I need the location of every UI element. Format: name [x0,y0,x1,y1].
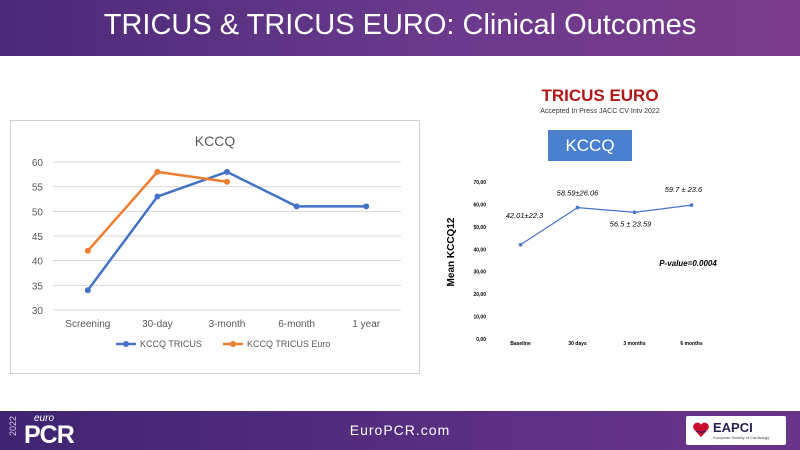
y-tick-label: 30,00 [473,270,486,276]
eapci-subtitle: European Society of Cardiology [713,435,770,440]
data-point [632,210,637,215]
y-tick-label: 20,00 [473,292,486,298]
data-point [518,242,523,247]
y-tick-label: 10,00 [473,315,486,321]
kccq-tricus-chart: KCCQ 30 35 40 45 50 55 60 Screening 30-day 3-mon… [10,120,420,374]
y-tick-label: 50,00 [473,225,486,231]
kccq-tricus-chart-svg: KCCQ 30 35 40 45 50 55 60 Screening 30-day 3-mon… [32,133,401,349]
eapci-logo: EAPCI European Society of Cardiology [686,416,786,445]
slide-footer: 2022 euro PCR EuroPCR.com EAPCI European… [0,411,800,450]
y-tick-label: 45 [32,232,44,243]
data-label: 42.01±22.3 [506,211,544,220]
x-tick-label: 30 days [568,341,587,347]
y-tick-label: 70,00 [473,180,486,186]
kccq-tricus-euro-chart: Mean KCCQ12 0,00 10,00 20,00 30,00 40,00 50,0… [440,172,730,362]
y-tick-label: 40,00 [473,247,486,253]
data-label: 59.7 ± 23.6 [665,185,703,194]
right-y-axis-label: Mean KCCQ12 [446,217,457,286]
y-tick-label: 60 [32,158,44,169]
kccq-label-box: KCCQ [548,130,632,161]
data-point [84,287,91,294]
right-chart-citation: Accepted In Press JACC CV Intv 2022 [540,108,660,115]
logo-pcr-text: PCR [24,421,75,449]
x-tick-label: 1 year [352,319,380,330]
y-tick-label: 40 [32,257,44,268]
europcr-logo: 2022 euro PCR [8,413,98,449]
slide-title: TRICUS & TRICUS EURO: Clinical Outcomes [103,9,697,41]
slide-header: TRICUS & TRICUS EURO: Clinical Outcomes [0,0,800,56]
footer-url[interactable]: EuroPCR.com [349,422,451,438]
x-tick-label: 3 months [623,341,645,347]
x-tick-label: Baseline [510,341,531,347]
x-tick-label: Screening [65,319,110,330]
eapci-name: EAPCI [713,420,753,435]
legend-marker [123,341,129,347]
data-point [224,178,230,185]
data-point [224,168,230,175]
heart-icon [693,422,709,438]
left-chart-title: KCCQ [195,133,236,149]
y-tick-label: 60,00 [473,202,486,208]
data-label: 58.59±26.06 [557,189,599,198]
data-point [154,168,161,175]
data-label: 56.5 ± 23.59 [610,219,652,228]
legend-label: KCCQ TRICUS [140,339,202,349]
data-point [154,193,161,200]
logo-euro-text: euro [34,413,55,424]
data-point [575,205,580,210]
series-line [86,170,367,292]
series-line [520,204,692,246]
x-tick-label: 6-month [278,319,315,330]
y-tick-label: 0,00 [476,337,486,343]
y-tick-label: 50 [32,207,44,218]
y-tick-label: 30 [32,306,44,317]
kccq-tricus-euro-chart-svg: Mean KCCQ12 0,00 10,00 20,00 30,00 40,00 50,0… [446,180,717,347]
right-chart-heading: TRICUS EURO [541,86,659,105]
x-tick-label: 3-month [209,319,246,330]
legend-label: KCCQ TRICUS Euro [247,339,330,349]
x-tick-label: 6 months [680,341,702,347]
data-point [84,247,91,254]
data-point [689,203,694,207]
x-tick-label: 30-day [142,319,173,330]
data-point [293,203,300,210]
y-tick-label: 35 [32,281,44,292]
data-point [363,203,370,210]
legend-marker [230,341,236,347]
y-tick-label: 55 [32,183,44,194]
p-value-annotation: P-value=0.0004 [659,259,717,268]
